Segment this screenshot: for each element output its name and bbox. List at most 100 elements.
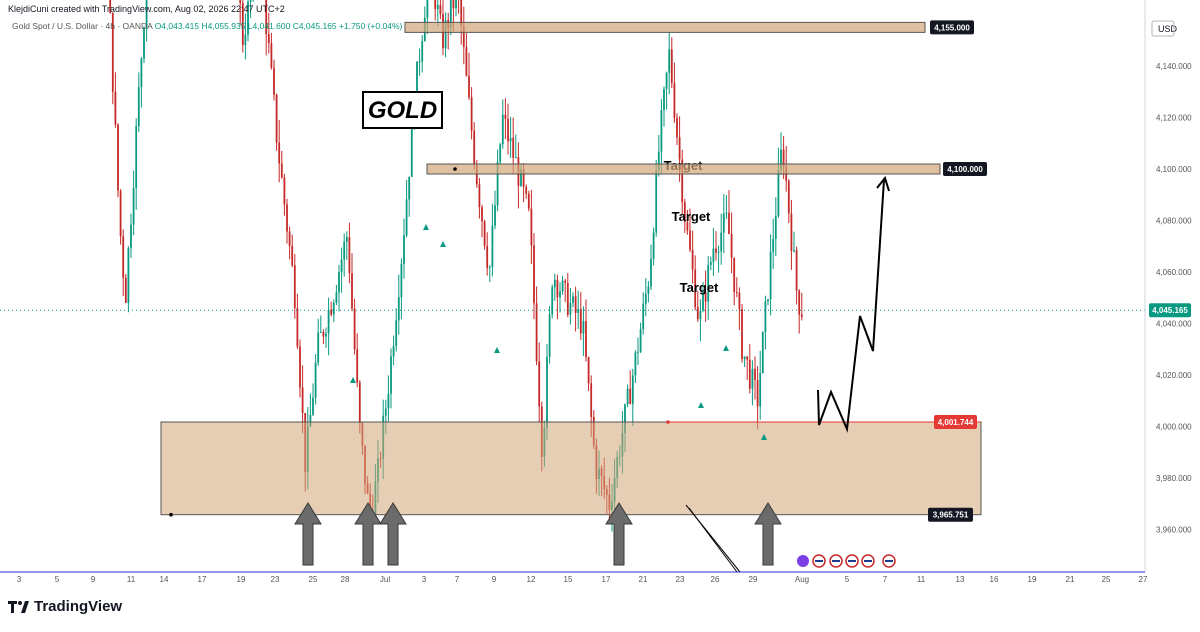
price-tick-label: 4,000.000 [1156,423,1192,432]
price-tick-label: 3,960.000 [1156,526,1192,535]
candle-body [358,382,361,424]
candle-body [137,87,140,127]
candle-body [660,110,663,152]
candle-body [746,356,749,360]
candle-body [585,321,587,358]
candle-body [676,117,678,138]
time-tick-label: 13 [956,575,965,584]
candle-body [478,184,481,208]
candle-body [735,292,738,294]
candle-body [135,126,138,189]
time-tick-label: 9 [492,575,497,584]
candle-body [579,308,582,334]
candle-body [421,40,424,62]
time-tick-label: 17 [198,575,207,584]
support-anchor-dot [666,420,670,424]
time-tick-label: 19 [1028,575,1037,584]
candle-body [452,0,455,9]
time-tick-label: 21 [1066,575,1075,584]
candle-body [793,250,795,252]
candle-body [348,237,351,274]
time-tick-label: 12 [527,575,536,584]
time-tick-label: Aug [795,575,809,584]
candle-body [387,393,390,409]
candle-body [769,251,772,300]
candle-body [434,0,437,9]
candle-body [647,286,650,294]
candle-body [722,213,725,233]
candle-body [514,157,517,159]
time-tick-label: 5 [55,575,60,584]
candle-body [665,72,668,89]
candle-body [626,388,629,405]
candle-body [691,249,694,270]
candle-body [546,356,548,428]
candle-body [247,1,249,35]
trend-line [688,507,738,573]
candle-body [759,372,762,407]
signal-marker-icon [350,377,356,383]
candle-body [345,237,348,242]
candle-body [525,186,528,194]
candle-body [286,204,288,232]
time-tick-label: 7 [455,575,460,584]
candle-body [351,273,353,309]
candle-body [634,352,637,376]
candle-body [291,245,294,266]
candle-body [132,188,135,225]
candle-body [280,163,283,178]
candle-body [787,180,790,214]
candle-body [317,332,320,363]
candle-body [283,177,286,205]
time-tick-label: 3 [17,575,22,584]
candle-body [743,356,746,360]
candle-body [343,241,346,260]
candle-body [707,264,710,302]
up-arrow-icon [605,502,633,566]
candle-body [587,357,590,384]
projection-arrowhead-icon [876,175,890,192]
candle-body [325,333,327,337]
candle-body [582,321,585,334]
time-tick-label: 16 [990,575,999,584]
candle-body [275,94,278,143]
candle-body [527,193,530,209]
time-tick-label: 14 [160,575,169,584]
candle-body [486,245,489,268]
tradingview-logo-icon [8,600,29,613]
candle-body [777,169,780,217]
candle-body [416,61,418,119]
candle-body [709,261,712,265]
support-bottom-tag-bg [928,507,973,522]
symbol-line: Gold Spot / U.S. Dollar · 4h · OANDA [12,21,153,31]
ohlc-line: O4,043.415 H4,055.935 L4,041.600 C4,045.… [154,21,403,31]
candle-body [772,238,775,252]
candle-body [520,169,522,186]
zones: TargetTargetTarget [160,21,982,517]
candle-body [774,216,777,239]
candle-body [327,309,330,334]
target-price-tag-bg [930,20,974,35]
signal-marker-icon [423,224,429,230]
candle-body [694,269,697,308]
candle-body [462,25,465,47]
projection-path [817,179,885,433]
candle-body [559,291,561,298]
candle-body [488,266,491,268]
time-tick-label: 25 [1102,575,1111,584]
time-tick-label: 27 [1139,575,1148,584]
candle-body [512,137,515,158]
symbol-legend: Gold Spot / U.S. Dollar · 4h · OANDA O4,… [12,21,402,31]
time-tick-label: 19 [237,575,246,584]
candle-body [782,149,785,167]
candle-body [590,383,593,417]
candle-body [670,49,673,83]
candle-body [392,346,395,357]
candle-body [657,151,660,171]
candle-body [265,0,268,35]
currency-label: USD [1158,24,1178,34]
candle-body [553,279,556,288]
candle-body [696,307,699,320]
candle-body [309,414,312,427]
